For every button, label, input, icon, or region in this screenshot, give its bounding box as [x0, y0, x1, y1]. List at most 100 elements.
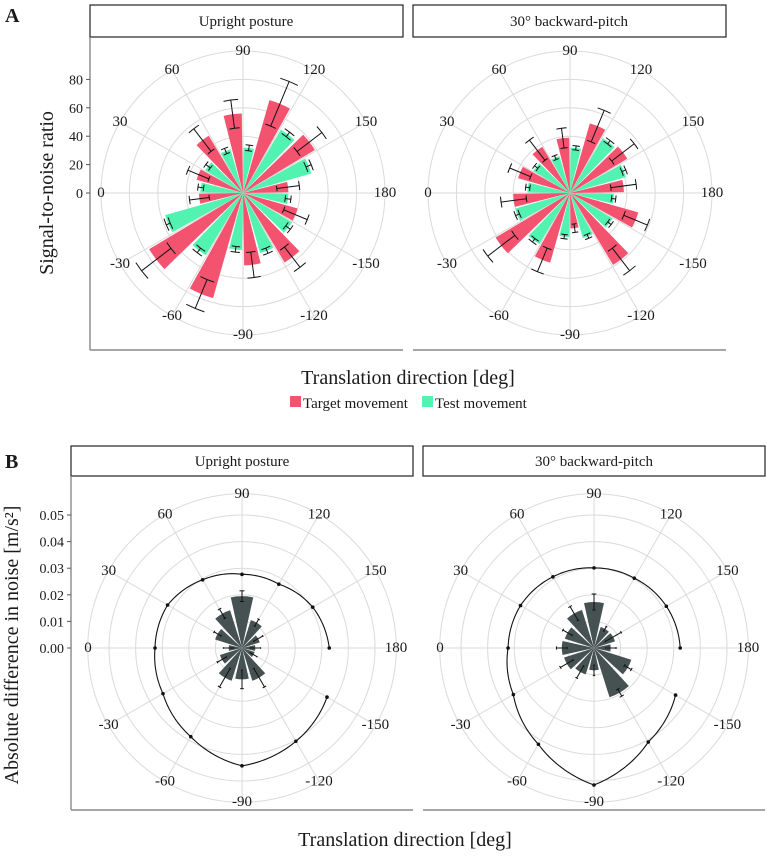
model-point — [294, 739, 298, 744]
grid-spoke — [569, 192, 694, 265]
test-error-bar — [282, 222, 294, 234]
test-error-bar — [303, 159, 314, 173]
noise-difference-bar — [219, 648, 242, 664]
model-point — [240, 572, 244, 577]
test-movement-bar — [515, 193, 570, 221]
noise-difference-bar — [589, 648, 599, 671]
model-curve — [154, 573, 330, 767]
x-axis-title-b: Translation direction [deg] — [298, 829, 512, 851]
noise-error-bar — [252, 667, 267, 689]
target-error-bar — [188, 124, 215, 155]
noise-difference-bar — [561, 641, 594, 655]
target-error-bar — [525, 136, 548, 163]
target-error-bar — [607, 244, 636, 276]
noise-error-bar — [592, 664, 596, 677]
legend-swatch-target — [290, 396, 301, 407]
legend-label-test: Test movement — [435, 396, 528, 412]
angle-tick-label: 60 — [492, 62, 507, 78]
test-movement-bar — [570, 138, 615, 193]
angle-tick-label: -120 — [657, 773, 685, 789]
model-point — [592, 783, 596, 787]
noise-difference-bar — [594, 633, 616, 648]
y-tick-label: 60 — [69, 102, 83, 117]
test-error-bar — [583, 232, 593, 241]
noise-difference-bar — [594, 648, 632, 675]
noise-difference-bar — [575, 648, 594, 675]
test-movement-bar — [528, 193, 570, 245]
test-error-bar — [572, 145, 580, 152]
angle-tick-label: -150 — [362, 717, 390, 733]
noise-error-bar — [568, 605, 580, 622]
target-error-bar — [186, 276, 215, 313]
angle-tick-label: 150 — [355, 114, 378, 130]
test-error-bar — [528, 235, 539, 246]
facet-strip-b-right — [422, 445, 766, 477]
angle-tick-label: 0 — [84, 640, 92, 656]
noise-difference-bar — [235, 648, 249, 680]
noise-error-bar — [240, 669, 244, 690]
noise-error-bar — [559, 658, 575, 670]
grid-spoke — [119, 192, 244, 265]
noise-difference-bar — [594, 644, 611, 652]
noise-error-bar — [252, 634, 264, 643]
angle-tick-label: 120 — [303, 62, 326, 78]
y-tick-label: 0.02 — [40, 589, 65, 604]
target-error-bar — [586, 107, 611, 145]
angle-tick-label: 120 — [660, 507, 683, 523]
target-error-bar — [293, 126, 327, 157]
model-point — [188, 734, 193, 739]
target-error-bar — [608, 138, 639, 165]
test-movement-bar — [243, 158, 312, 193]
target-error-bar — [571, 223, 579, 234]
test-movement-bar — [229, 193, 243, 250]
target-movement-bar — [243, 193, 261, 266]
facet-title-b-right: 30° backward-pitch — [535, 454, 654, 470]
target-error-bar — [482, 230, 519, 263]
angle-tick-label: 180 — [737, 640, 760, 656]
noise-error-bar — [217, 607, 227, 620]
test-movement-bar — [243, 193, 292, 233]
target-error-bar — [556, 127, 568, 150]
noise-error-bar — [604, 630, 623, 643]
panel-b-label: B — [5, 451, 18, 473]
test-movement-bar — [570, 193, 593, 239]
angle-tick-label: -30 — [99, 717, 119, 733]
model-point — [153, 646, 157, 650]
test-error-bar — [532, 162, 541, 172]
angle-tick-label: 150 — [682, 114, 705, 130]
target-movement-bar — [243, 193, 300, 263]
target-movement-bar — [556, 137, 570, 193]
angle-tick-label: 90 — [236, 43, 251, 59]
target-error-bar — [621, 210, 651, 232]
noise-error-bar — [561, 628, 574, 637]
grid-spoke — [241, 570, 376, 649]
noise-error-bar — [615, 687, 625, 698]
model-point — [518, 603, 523, 608]
angle-tick-label: 120 — [308, 507, 331, 523]
angle-tick-label: -150 — [352, 256, 380, 272]
model-point — [536, 742, 541, 747]
noise-difference-bar — [564, 627, 594, 648]
model-point — [664, 604, 669, 609]
noise-difference-bar — [242, 620, 262, 648]
test-movement-bar — [570, 147, 582, 193]
test-error-bar — [163, 217, 174, 231]
target-error-bar — [275, 181, 301, 192]
noise-error-bar — [249, 652, 258, 658]
test-movement-bar — [570, 164, 626, 193]
noise-difference-bar — [242, 648, 266, 681]
model-point — [327, 646, 332, 650]
y-tick-label: 20 — [69, 159, 83, 174]
test-movement-bar — [200, 182, 243, 193]
model-point — [161, 691, 165, 696]
noise-difference-bar — [230, 596, 254, 648]
y-ticks-b: 0.00 0.01 0.02 0.03 0.04 0.05 — [40, 509, 71, 657]
target-error-bar — [246, 250, 261, 279]
target-movement-bar — [532, 146, 570, 193]
angle-tick-label: -120 — [627, 308, 655, 324]
angle-tick-label: 0 — [436, 640, 444, 656]
test-movement-bar — [570, 193, 615, 204]
noise-difference-bar — [242, 635, 260, 648]
target-error-bar — [185, 165, 211, 182]
